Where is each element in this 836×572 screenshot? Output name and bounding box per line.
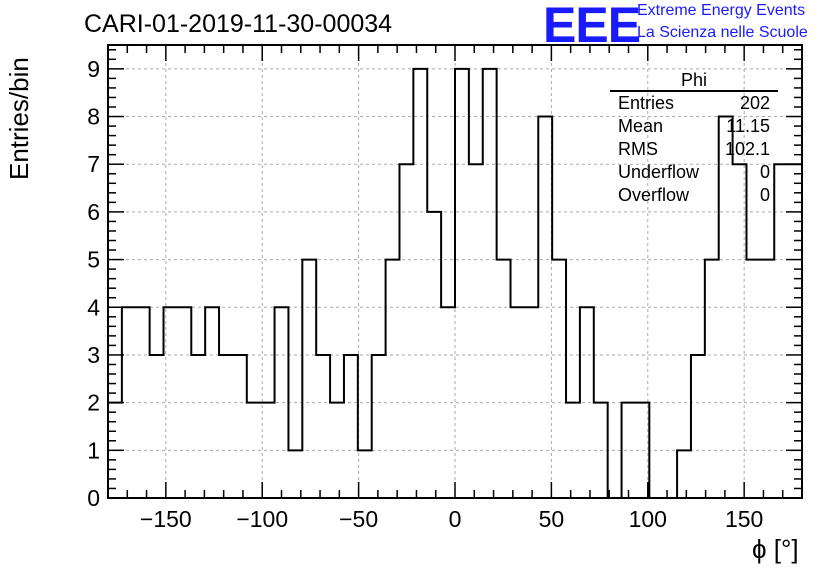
histogram-line: [108, 67, 802, 499]
stat-underflow-label: Underflow: [618, 162, 700, 182]
histogram-bin: [330, 403, 344, 498]
stat-overflow-label: Overflow: [618, 185, 690, 205]
histogram-bin: [524, 307, 538, 498]
histogram-bin: [566, 403, 580, 498]
histogram-bin: [788, 164, 802, 498]
x-tick-label: −150: [140, 506, 192, 532]
histogram-bin: [746, 260, 760, 498]
histogram-bin: [191, 355, 205, 498]
histogram-bin: [594, 403, 608, 498]
histogram-bin: [455, 69, 469, 498]
histogram-bin: [719, 117, 733, 498]
stat-entries-label: Entries: [618, 93, 675, 113]
y-tick-label: 1: [87, 437, 100, 463]
x-tick-label: 100: [629, 506, 667, 532]
x-axis-label: ϕ [°]: [752, 534, 799, 564]
stat-rms-label: RMS: [618, 139, 658, 159]
logo-subtitle-2: La Scienza nelle Scuole: [637, 24, 808, 41]
y-tick-label: 2: [87, 390, 100, 416]
histogram-bin: [733, 164, 747, 498]
x-tick-label: 50: [539, 506, 565, 532]
histogram-bin: [233, 355, 247, 498]
stats-title: Phi: [680, 70, 707, 90]
y-tick-label: 7: [87, 151, 100, 177]
histogram-bin: [136, 307, 150, 498]
histogram-bin: [358, 450, 372, 498]
stat-mean-label: Mean: [618, 116, 664, 136]
histogram-bin: [219, 355, 233, 498]
x-tick-label: −50: [339, 506, 378, 532]
histogram-bin: [386, 260, 400, 498]
histogram-bin: [413, 69, 427, 498]
histogram-bin: [469, 164, 483, 498]
x-tick-label: 0: [449, 506, 462, 532]
histogram-bin: [705, 260, 719, 498]
histogram-bin: [511, 307, 525, 498]
histogram-bin: [497, 260, 511, 498]
histogram-bin: [774, 164, 788, 498]
y-tick-label: 5: [87, 247, 100, 273]
histogram-bin: [372, 355, 386, 498]
histogram-bin: [538, 117, 552, 498]
histogram-bin: [441, 307, 455, 498]
y-axis-label: Entries/bin: [4, 57, 34, 180]
histogram-bin: [691, 355, 705, 498]
y-tick-label: 6: [87, 199, 100, 225]
x-tick-label: −100: [236, 506, 288, 532]
histogram-bin: [760, 260, 774, 498]
stat-entries-value: 202: [739, 93, 770, 113]
x-tick-label: 150: [725, 506, 763, 532]
y-tick-label: 0: [87, 485, 100, 511]
histogram-bin: [399, 164, 413, 498]
histogram-bin: [622, 403, 636, 498]
stat-overflow-value: 0: [759, 185, 770, 205]
stat-rms-value: 102.1: [724, 139, 770, 159]
y-tick-label: 4: [87, 294, 100, 320]
histogram-bin: [275, 307, 289, 498]
histogram-bin: [677, 450, 691, 498]
histogram-bin: [427, 212, 441, 498]
y-tick-label: 8: [87, 104, 100, 130]
histogram-bin: [552, 260, 566, 498]
histogram-bin: [164, 307, 178, 498]
histogram-bin: [247, 403, 261, 498]
run-title: CARI-01-2019-11-30-00034: [84, 10, 393, 38]
y-tick-label: 9: [87, 56, 100, 82]
histogram-bin: [344, 355, 358, 498]
histogram-bin: [316, 355, 330, 498]
histogram-bin: [483, 69, 497, 498]
histogram-bin: [205, 307, 219, 498]
stat-underflow-value: 0: [759, 162, 770, 182]
histogram-bin: [580, 307, 594, 498]
y-tick-label: 3: [87, 342, 100, 368]
logo-subtitle-1: Extreme Energy Events: [637, 2, 806, 19]
histogram-bin: [177, 307, 191, 498]
histogram-bin: [302, 260, 316, 498]
eee-logo: EEE: [543, 0, 641, 53]
stat-mean-value: 11.15: [726, 116, 770, 136]
histogram-bin: [150, 355, 164, 498]
